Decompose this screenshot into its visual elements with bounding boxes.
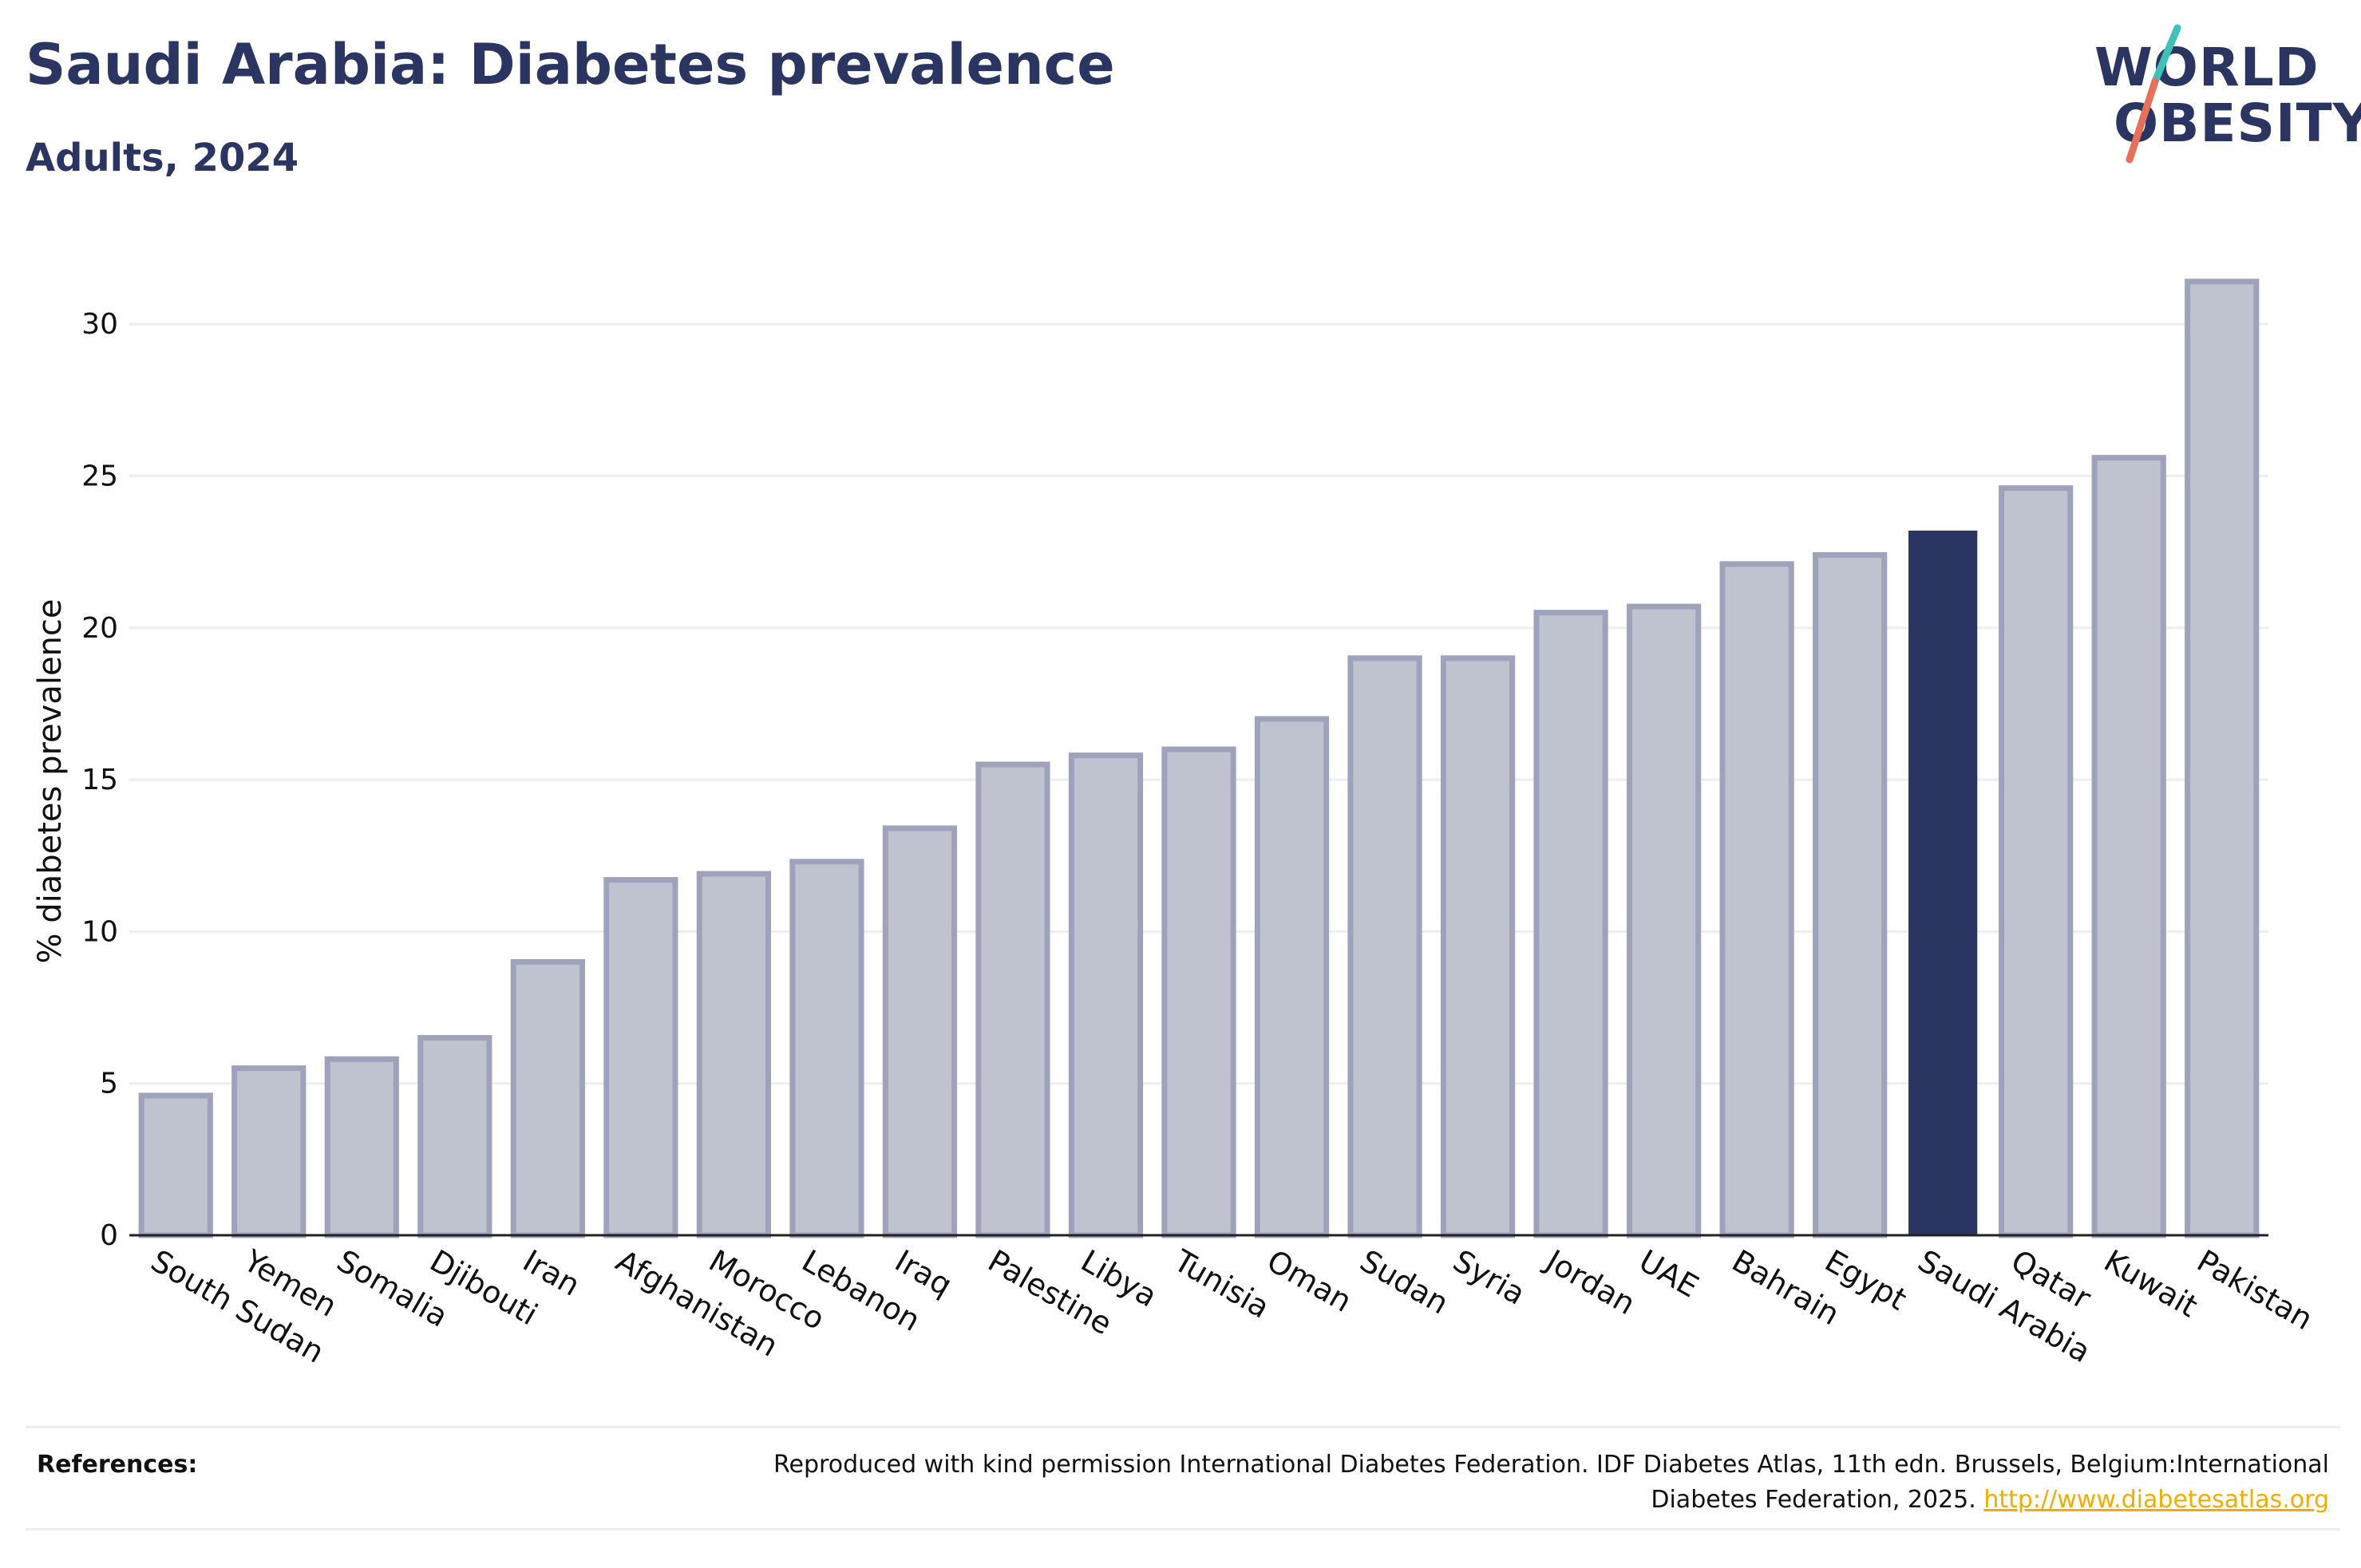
- references-link[interactable]: http://www.diabetesatlas.org: [1983, 1486, 2329, 1514]
- bar-egypt[interactable]: [1813, 551, 1888, 1238]
- bar-lebanon[interactable]: [789, 859, 864, 1238]
- logo-slash-icon: [2126, 24, 2181, 164]
- y-tick-label: 10: [81, 915, 118, 948]
- y-tick-label: 0: [100, 1219, 118, 1252]
- references-box: References: Reproduced with kind permiss…: [26, 1426, 2340, 1530]
- bar-afghanistan[interactable]: [603, 877, 678, 1238]
- x-tick-label: Jordan: [1539, 1242, 1641, 1322]
- x-tick-label: Syria: [1447, 1243, 1531, 1312]
- bar-morocco[interactable]: [696, 871, 772, 1238]
- bar-somalia[interactable]: [324, 1056, 399, 1238]
- x-tick-label: Tunisia: [1168, 1242, 1275, 1325]
- logo-text-world: WORLD: [2094, 37, 2319, 98]
- bar-chart: 0 5 10 15 20 25 30 South SudanYemenSomaliaDjib…: [32, 278, 2319, 1370]
- bar-yemen[interactable]: [231, 1065, 306, 1238]
- bar-djibouti[interactable]: [417, 1035, 492, 1238]
- bar-oman[interactable]: [1254, 716, 1330, 1238]
- bar-uae[interactable]: [1626, 603, 1702, 1238]
- bar-kuwait[interactable]: [2091, 455, 2166, 1238]
- x-tick-label: Oman: [1261, 1243, 1358, 1319]
- bar-sudan[interactable]: [1347, 655, 1422, 1238]
- bar-libya[interactable]: [1068, 752, 1144, 1238]
- bar-iran[interactable]: [510, 958, 585, 1238]
- bar-tunisia[interactable]: [1161, 746, 1236, 1238]
- world-obesity-logo: WORLD OBESITY: [2083, 24, 2361, 168]
- bar-saudi-arabia[interactable]: [1908, 530, 1978, 1235]
- y-tick-label: 15: [81, 764, 118, 796]
- bar-bahrain[interactable]: [1719, 561, 1794, 1238]
- references-text: Reproduced with kind permission Internat…: [693, 1448, 2329, 1518]
- bar-pakistan[interactable]: [2185, 278, 2260, 1238]
- references-label: References:: [37, 1451, 198, 1479]
- x-tick-label: Bahrain: [1726, 1243, 1845, 1333]
- x-tick-label: UAE: [1633, 1243, 1704, 1305]
- x-tick-label: Sudan: [1355, 1243, 1455, 1321]
- y-tick-label: 20: [81, 612, 118, 645]
- bar-south-sudan[interactable]: [138, 1092, 213, 1238]
- bar-syria[interactable]: [1440, 655, 1516, 1238]
- x-tick-label: Pakistan: [2191, 1243, 2319, 1337]
- bar-palestine[interactable]: [975, 761, 1050, 1238]
- bar-qatar[interactable]: [1999, 485, 2074, 1238]
- bars: [138, 278, 2260, 1238]
- y-axis-label: % diabetes prevalence: [32, 598, 69, 963]
- y-tick-label: 5: [100, 1068, 118, 1100]
- references-citation: Reproduced with kind permission Internat…: [773, 1451, 2329, 1514]
- chart-title: Saudi Arabia: Diabetes prevalence: [26, 32, 1115, 97]
- x-tick-label: Kuwait: [2098, 1243, 2204, 1325]
- y-tick-label: 30: [81, 308, 118, 341]
- chart-subtitle: Adults, 2024: [26, 136, 299, 180]
- bar-iraq[interactable]: [882, 825, 958, 1238]
- y-axis-ticks: 0 5 10 15 20 25 30: [81, 308, 118, 1252]
- y-tick-label: 25: [81, 460, 118, 492]
- logo-text-obesity: OBESITY: [2114, 93, 2361, 154]
- bar-jordan[interactable]: [1533, 610, 1608, 1238]
